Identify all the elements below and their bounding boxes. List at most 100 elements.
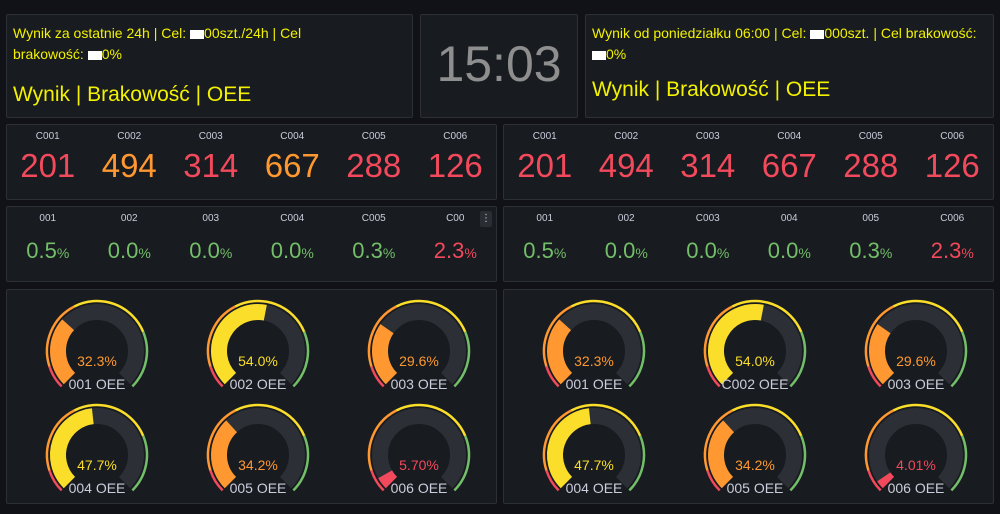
gauge-threshold-band [292,435,310,492]
gauge-threshold-band [542,409,572,471]
stat-value-text: 0.5 [26,238,57,263]
gauge-name: C002 OEE [721,376,789,392]
stat-cell: C001 201 [504,125,586,199]
gauge-threshold-band [864,305,894,367]
gauge-name: 003 OEE [390,376,448,392]
stat-label: 001 [536,213,554,224]
stat-value-text: 201 [517,147,573,184]
stat-cell: C005 288 [830,125,912,199]
stat-label: C005 [858,131,883,142]
gauge-track [869,408,963,489]
gauge-graphic [542,299,646,388]
stat-unit: % [56,245,70,261]
redaction-mask [592,50,606,60]
scrap-panel-24h: 001 0.5% 002 0.0% 003 0.0% C004 0.0% C005 0.3% C00… [6,206,497,282]
oee-gauge: 54.0% C002 OEE [675,296,835,396]
count-panel-24h: C001 201 C002 494 C003 314 C004 667 C005 288 C006 1… [6,124,497,200]
stat-cell: C006 2.3% [912,207,994,281]
stat-cell: C004 0.0% [252,207,334,281]
stat-label: 005 [862,213,880,224]
gauge-graphic [206,403,310,492]
gauge-graphic [703,299,807,388]
stat-value-text: 0.0 [270,238,302,263]
gauge-threshold-band [209,470,224,492]
stat-cell: C00 2.3% [415,207,497,281]
scrap-value: 2.3% [415,238,497,264]
gauge-threshold-band [570,299,642,333]
stat-value-text: 201 [20,147,76,184]
goal-line1-tail: 000szt. | Cel brakowość: [824,25,977,41]
gauge-value-arc [372,324,398,385]
panel-menu-icon[interactable]: ⋮ [480,211,492,227]
gauge-value-text: 5.70% [399,457,439,473]
gauge-graphic [367,299,471,388]
stat-label: 001 [39,213,57,224]
gauge-threshold-band [453,331,471,388]
gauge-graphic [864,299,968,388]
gauge-threshold-band [48,366,63,388]
stat-label: C005 [361,213,386,224]
gauge-threshold-band [48,470,63,492]
stat-cell: 003 0.0% [170,207,252,281]
oee-gauge: 32.3% 001 OEE [17,296,177,396]
gauge-value-arc [547,319,573,385]
gauge-threshold-band [950,435,968,492]
gauge-value-text: 34.2% [735,457,775,473]
oee-panel-week: 32.3% 001 OEE 54.0% C002 OEE 29.6% 003 OEE 47.… [503,289,994,504]
gauge-value-text: 29.6% [896,353,936,369]
oee-gauge: 34.2% 005 OEE [675,400,835,500]
goal-line2-tail: 0% [101,46,122,62]
stat-label: 002 [617,213,635,224]
gauge-track [372,408,466,489]
stat-label: C004 [280,131,305,142]
gauge-name: 003 OEE [887,376,945,392]
gauge-value-arc [869,324,895,385]
gauge-value-arc [50,408,95,489]
stat-label: C004 [777,131,802,142]
goal-line1: Wynik za ostatnie 24h | Cel: [13,25,191,41]
scrap-value: 0.3% [333,238,415,264]
gauge-threshold-band [206,409,236,471]
gauge-threshold-band [789,331,807,388]
count-value: 288 [333,147,415,185]
gauge-threshold-band [867,366,882,388]
stat-value-text: 288 [843,147,899,184]
stat-unit: % [553,245,567,261]
count-row: C001 201 C002 494 C003 314 C004 667 C005 288 C006 1… [7,125,496,199]
header-24h-goal-text: Wynik za ostatnie 24h | Cel: 00szt./24h … [13,23,406,65]
stat-value-text: 314 [183,147,239,184]
gauge-threshold-band [628,331,646,388]
gauge-graphic [864,403,968,492]
gauge-threshold-band [367,409,397,471]
gauge-value-arc [708,304,764,385]
gauge-threshold-band [789,435,807,492]
stat-cell: C005 288 [333,125,415,199]
stat-unit: % [219,245,233,261]
stat-cell: C004 667 [252,125,334,199]
oee-gauge: 47.7% 004 OEE [17,400,177,500]
gauge-value-text: 54.0% [735,353,775,369]
stat-label: C005 [361,131,386,142]
stat-label: C001 [532,131,557,142]
oee-gauge: 54.0% 002 OEE [178,296,338,396]
gauge-value-text: 32.3% [77,353,117,369]
scrap-value: 0.3% [830,238,912,264]
scrap-value: 0.0% [586,238,668,264]
stat-value-text: 494 [598,147,654,184]
gauge-name: 004 OEE [565,480,623,496]
gauge-value-text: 47.7% [77,457,117,473]
count-value: 201 [504,147,586,185]
stat-label: 004 [780,213,798,224]
gauge-threshold-band [370,366,385,388]
stat-label: C003 [695,131,720,142]
stat-label: C006 [940,131,965,142]
stat-cell: 002 0.0% [586,207,668,281]
gauge-threshold-band [395,403,467,437]
stat-unit: % [798,245,811,261]
gauge-name: 001 OEE [68,376,126,392]
gauge-threshold-band [731,299,803,333]
gauge-threshold-band [73,299,145,333]
stat-label: C003 [695,213,720,224]
stat-value-text: 667 [761,147,817,184]
gauge-value-text: 34.2% [238,457,278,473]
